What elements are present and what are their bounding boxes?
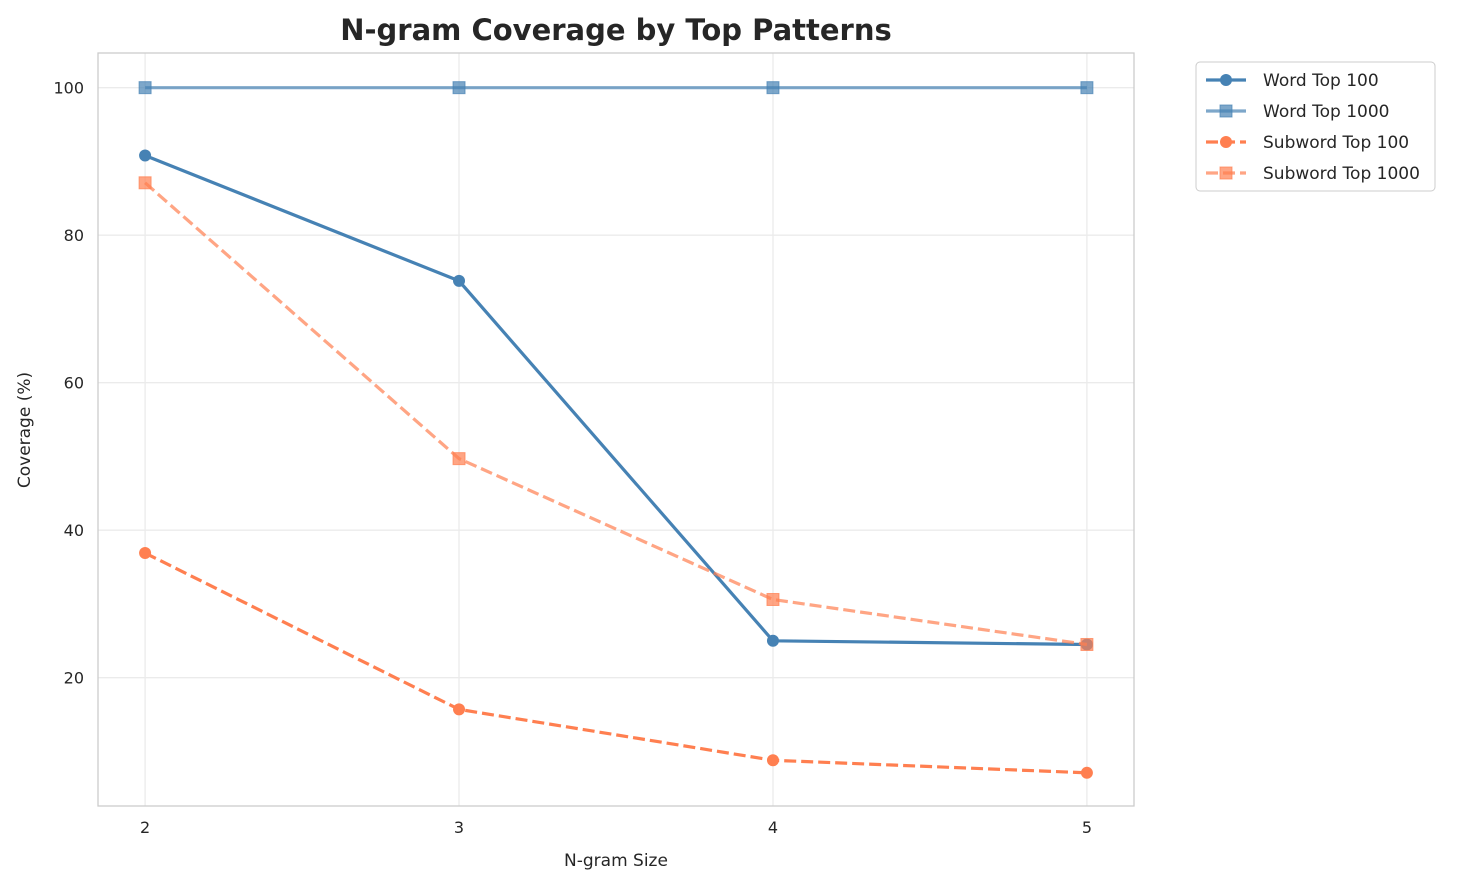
legend-marker xyxy=(1219,104,1233,118)
legend-label: Word Top 100 xyxy=(1263,71,1379,91)
series-word-top-100 xyxy=(139,149,1093,651)
data-point xyxy=(1080,766,1093,779)
legend-item: Word Top 1000 xyxy=(1206,102,1389,122)
y-tick-label: 40 xyxy=(64,521,84,540)
x-tick-label: 2 xyxy=(140,818,150,837)
series-line xyxy=(144,181,1088,647)
legend-label: Word Top 1000 xyxy=(1263,102,1389,122)
data-point xyxy=(139,547,152,560)
data-point xyxy=(453,274,466,287)
y-tick-label: 80 xyxy=(64,226,84,245)
data-point xyxy=(453,703,466,716)
series-word-top-1000 xyxy=(138,81,1094,95)
x-axis-label: N-gram Size xyxy=(564,851,668,871)
data-point xyxy=(766,634,779,647)
data-point xyxy=(138,81,152,95)
legend-label: Subword Top 1000 xyxy=(1263,164,1420,184)
legend: Word Top 100 Word Top 1000 Subword Top 100… xyxy=(1195,61,1436,192)
data-point xyxy=(1080,637,1094,651)
grid xyxy=(98,53,1134,806)
legend-label: Subword Top 100 xyxy=(1263,133,1409,153)
legend-item: Subword Top 1000 xyxy=(1206,164,1420,184)
legend-marker xyxy=(1219,166,1233,180)
data-point xyxy=(1080,81,1094,95)
data-point xyxy=(766,592,780,606)
legend-item: Subword Top 100 xyxy=(1206,133,1409,153)
y-tick-label: 20 xyxy=(64,669,84,688)
chart-title: N-gram Coverage by Top Patterns xyxy=(340,13,892,47)
data-point xyxy=(139,149,152,162)
x-tick-label: 5 xyxy=(1082,818,1092,837)
data-point xyxy=(766,754,779,767)
y-axis-label: Coverage (%) xyxy=(15,372,35,488)
x-tick-label: 4 xyxy=(768,818,778,837)
data-point xyxy=(452,81,466,95)
series-line xyxy=(144,551,1087,775)
series-line xyxy=(144,154,1087,647)
series-subword-top-1000 xyxy=(138,176,1094,651)
series-subword-top-100 xyxy=(139,547,1093,779)
y-ticks: 20 40 60 80 100 xyxy=(53,79,84,688)
legend-item: Word Top 100 xyxy=(1206,71,1379,91)
legend-frame xyxy=(1195,61,1436,192)
legend-marker xyxy=(1220,136,1232,148)
data-point xyxy=(452,452,466,466)
y-tick-label: 60 xyxy=(64,374,84,393)
x-tick-label: 3 xyxy=(454,818,464,837)
legend-marker xyxy=(1220,74,1232,86)
data-point xyxy=(138,176,152,190)
data-point xyxy=(766,81,780,95)
plot-frame xyxy=(97,52,1135,807)
y-tick-label: 100 xyxy=(53,79,84,98)
series-layer xyxy=(138,81,1094,779)
x-ticks: 2 3 4 5 xyxy=(140,818,1092,837)
